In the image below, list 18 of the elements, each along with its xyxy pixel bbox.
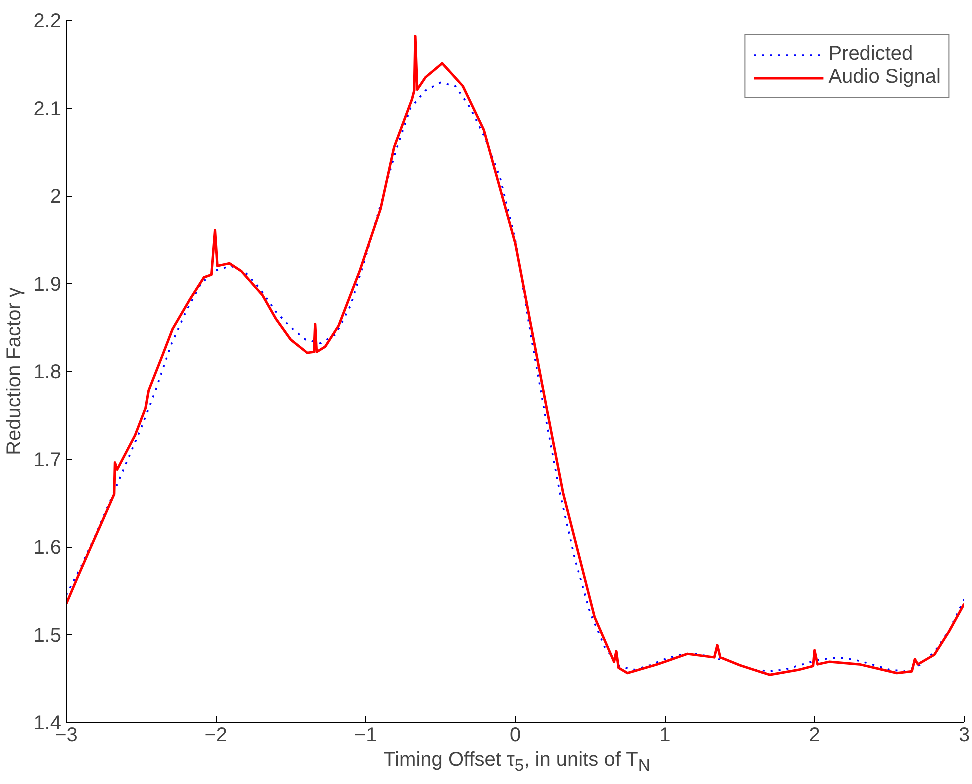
x-tick-label: −2 xyxy=(204,724,228,746)
y-tick-label: 1.7 xyxy=(34,449,62,472)
x-tick-label: 1 xyxy=(660,724,671,746)
y-axis-title: Reduction Factor γ xyxy=(4,288,26,456)
legend-label: Predicted xyxy=(828,43,914,66)
y-tick-label: 1.5 xyxy=(34,624,62,647)
legend-label: Audio Signal xyxy=(828,66,941,89)
x-tick-label: 2 xyxy=(809,724,820,746)
y-tick-label: 2.2 xyxy=(34,10,62,32)
x-tick-label: −1 xyxy=(354,724,378,746)
x-axis-title: Timing Offset τ$_{5}$, in units of T$_{N}$ xyxy=(384,749,650,777)
x-tick-label: 0 xyxy=(510,724,522,746)
y-tick-label: 1.9 xyxy=(34,274,62,296)
y-tick-label: 2 xyxy=(50,186,62,208)
y-tick-label: 2.1 xyxy=(34,98,62,120)
x-tick-label: 3 xyxy=(958,724,970,746)
y-tick-label: 1.6 xyxy=(34,537,62,559)
y-tick-label: 1.8 xyxy=(34,362,62,384)
